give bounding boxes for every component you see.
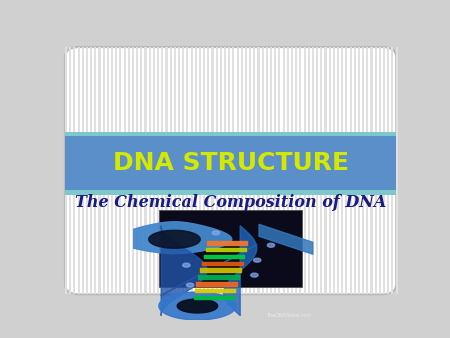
Bar	[182, 47, 184, 294]
Bar	[316, 47, 318, 294]
Bar	[257, 47, 260, 294]
Bar	[324, 47, 327, 294]
Bar	[178, 47, 180, 294]
Polygon shape	[159, 292, 236, 320]
Bar	[111, 47, 113, 294]
Text: DNA STRUCTURE: DNA STRUCTURE	[112, 151, 349, 175]
Circle shape	[251, 273, 258, 277]
Bar	[274, 47, 276, 294]
Bar	[345, 47, 347, 294]
Polygon shape	[177, 299, 218, 313]
Bar	[65, 47, 67, 294]
Bar	[279, 47, 280, 294]
Bar	[140, 47, 142, 294]
Bar	[65, 131, 396, 136]
Bar	[358, 47, 360, 294]
Bar	[220, 47, 222, 294]
Bar	[237, 47, 239, 294]
Circle shape	[183, 263, 190, 267]
Bar	[308, 47, 310, 294]
Bar	[299, 47, 302, 294]
Bar	[392, 47, 393, 294]
Bar	[253, 47, 256, 294]
Bar	[216, 47, 218, 294]
Bar	[115, 47, 117, 294]
Bar	[207, 47, 209, 294]
Bar	[161, 47, 163, 294]
Text: The Chemical Composition of DNA: The Chemical Composition of DNA	[75, 194, 386, 211]
Bar	[190, 47, 193, 294]
Bar	[90, 47, 92, 294]
Bar	[107, 47, 109, 294]
Bar	[383, 47, 385, 294]
Bar	[148, 47, 151, 294]
Bar	[69, 47, 71, 294]
Bar	[249, 47, 251, 294]
Bar	[366, 47, 369, 294]
Bar	[103, 47, 105, 294]
Bar	[291, 47, 293, 294]
Bar	[379, 47, 381, 294]
Circle shape	[186, 283, 194, 287]
Bar	[124, 47, 126, 294]
Bar	[354, 47, 356, 294]
Text: TheDNAStore.com: TheDNAStore.com	[266, 313, 311, 318]
Bar	[370, 47, 373, 294]
Bar	[287, 47, 289, 294]
Bar	[350, 47, 351, 294]
Bar	[270, 47, 272, 294]
Bar	[159, 210, 302, 287]
Bar	[170, 47, 172, 294]
Bar	[375, 47, 377, 294]
Bar	[328, 47, 331, 294]
Bar	[157, 47, 159, 294]
Bar	[387, 47, 389, 294]
Bar	[341, 47, 343, 294]
Bar	[295, 47, 297, 294]
Bar	[86, 47, 88, 294]
Polygon shape	[117, 222, 232, 254]
Bar	[94, 47, 96, 294]
Bar	[199, 47, 201, 294]
Polygon shape	[148, 230, 200, 248]
Bar	[312, 47, 314, 294]
Bar	[241, 47, 243, 294]
Bar	[132, 47, 134, 294]
Bar	[174, 47, 176, 294]
Bar	[82, 47, 84, 294]
Bar	[232, 47, 234, 294]
Bar	[337, 47, 339, 294]
Bar	[303, 47, 306, 294]
Bar	[65, 191, 396, 195]
Bar	[396, 47, 398, 294]
Circle shape	[212, 231, 220, 235]
Bar	[203, 47, 205, 294]
Bar	[224, 47, 226, 294]
Bar	[266, 47, 268, 294]
Bar	[77, 47, 80, 294]
Bar	[283, 47, 285, 294]
Circle shape	[253, 258, 261, 262]
Circle shape	[267, 243, 274, 247]
Bar	[212, 47, 214, 294]
Bar	[186, 47, 189, 294]
Bar	[99, 47, 100, 294]
Bar	[245, 47, 247, 294]
Bar	[333, 47, 335, 294]
Bar	[128, 47, 130, 294]
Bar	[228, 47, 230, 294]
FancyBboxPatch shape	[65, 47, 396, 294]
Bar	[73, 47, 76, 294]
Bar	[362, 47, 364, 294]
Bar	[119, 47, 122, 294]
Bar	[320, 47, 322, 294]
Bar	[65, 136, 396, 191]
Bar	[144, 47, 147, 294]
Bar	[261, 47, 264, 294]
Bar	[153, 47, 155, 294]
Bar	[166, 47, 167, 294]
Bar	[195, 47, 197, 294]
Bar	[136, 47, 138, 294]
